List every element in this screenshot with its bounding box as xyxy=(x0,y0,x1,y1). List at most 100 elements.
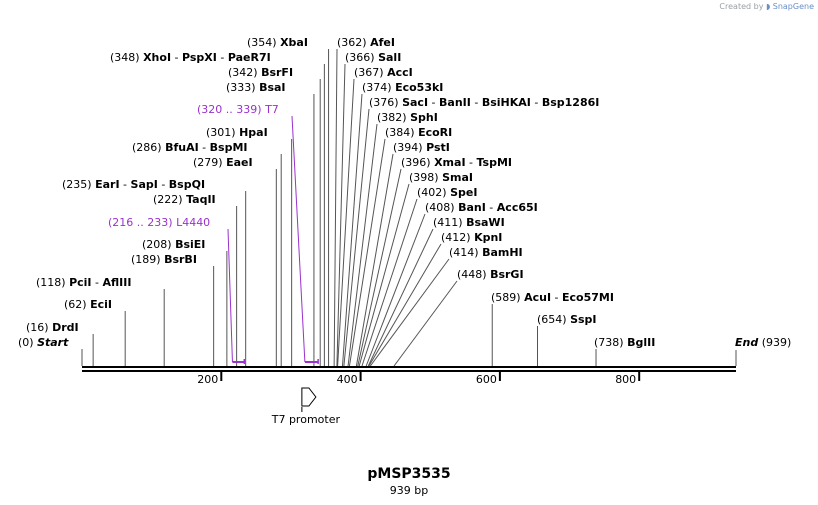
enzyme-ecori: EcoRI xyxy=(418,126,452,139)
site-position: (412) xyxy=(441,231,474,244)
site-label-acui-eco57mi: (589) AcuI - Eco57MI xyxy=(491,291,614,304)
site-position: (384) xyxy=(385,126,418,139)
site-position: (408) xyxy=(425,201,458,214)
snapgene-credit: Created by ◗ SnapGene xyxy=(719,2,814,11)
site-label-bfuai-bspmi: (286) BfuAI - BspMI xyxy=(132,141,248,154)
enzyme-bsihkai: BsiHKAI xyxy=(482,96,531,109)
enzyme-end: End xyxy=(735,336,758,349)
site-label-spei: (402) SpeI xyxy=(417,186,477,199)
site-position: (394) xyxy=(393,141,426,154)
enzyme-pspxi: PspXI xyxy=(182,51,217,64)
site-position: (118) xyxy=(36,276,69,289)
site-position: (62) xyxy=(64,298,90,311)
site-connectors xyxy=(81,48,737,367)
credit-prefix: Created by xyxy=(719,2,764,11)
primer-connector-t7 xyxy=(291,115,306,363)
plasmid-name: pMSP3535 xyxy=(367,466,450,482)
enzyme-kpni: KpnI xyxy=(474,231,502,244)
site-position: (939) xyxy=(758,336,791,349)
enzyme-acci: AccI xyxy=(387,66,413,79)
site-separator: - xyxy=(158,178,169,191)
site-position: (382) xyxy=(377,111,410,124)
connector-374 xyxy=(341,93,363,367)
primer-name: L4440 xyxy=(176,216,210,229)
primer-label-l4440: (216 .. 233) L4440 xyxy=(108,216,210,229)
tick-label-200: 200 xyxy=(197,373,218,386)
enzyme-smai: SmaI xyxy=(442,171,473,184)
site-position: (286) xyxy=(132,141,165,154)
site-position: (354) xyxy=(247,36,280,49)
site-label-sspi: (654) SspI xyxy=(537,313,597,326)
site-label-xbai: (354) XbaI xyxy=(247,36,308,49)
enzyme-bsp1286i: Bsp1286I xyxy=(542,96,600,109)
site-separator: - xyxy=(551,291,562,304)
site-label-eari-sapi-bspqi: (235) EarI - SapI - BspQI xyxy=(62,178,205,191)
site-separator: - xyxy=(428,96,439,109)
site-position: (376) xyxy=(369,96,402,109)
enzyme-acui: AcuI xyxy=(524,291,551,304)
enzyme-bsawi: BsaWI xyxy=(466,216,505,229)
enzyme-bsai: BsaI xyxy=(259,81,285,94)
site-label-hpai: (301) HpaI xyxy=(206,126,268,139)
enzyme-afliii: AflIII xyxy=(103,276,132,289)
site-position: (414) xyxy=(449,246,482,259)
site-label-bsai: (333) BsaI xyxy=(226,81,286,94)
enzyme-xhoi: XhoI xyxy=(143,51,171,64)
site-position: (589) xyxy=(491,291,524,304)
site-label-bsawi: (411) BsaWI xyxy=(433,216,505,229)
connector-412 xyxy=(368,243,442,367)
enzyme-taqii: TaqII xyxy=(186,193,216,206)
site-position: (342) xyxy=(228,66,261,79)
site-position: (411) xyxy=(433,216,466,229)
tick-label-400: 400 xyxy=(337,373,358,386)
primer-range: (216 .. 233) xyxy=(108,216,176,229)
primer-label-t7: (320 .. 339) T7 xyxy=(197,103,279,116)
site-label-bsrgi: (448) BsrGI xyxy=(457,268,524,281)
connector-384 xyxy=(348,138,386,367)
site-position: (396) xyxy=(401,156,434,169)
site-label-end: End (939) xyxy=(735,336,791,349)
site-label-pcii-afliii: (118) PciI - AflIII xyxy=(36,276,131,289)
enzyme-xbai: XbaI xyxy=(280,36,308,49)
connector-408 xyxy=(365,213,426,367)
site-position: (189) xyxy=(131,253,164,266)
connector-362 xyxy=(333,48,338,367)
primer-connector-l4440 xyxy=(227,228,233,363)
plasmid-length: 939 bp xyxy=(390,484,428,497)
enzyme-eaei: EaeI xyxy=(226,156,253,169)
site-label-start: (0) Start xyxy=(18,336,69,349)
site-position: (348) xyxy=(110,51,143,64)
primer-name: T7 xyxy=(264,103,279,116)
tick-label-600: 600 xyxy=(476,373,497,386)
connector-448 xyxy=(393,280,458,367)
site-position: (367) xyxy=(354,66,387,79)
enzyme-bfuai: BfuAI xyxy=(165,141,199,154)
enzyme-xmai: XmaI xyxy=(434,156,465,169)
site-position: (333) xyxy=(226,81,259,94)
site-position: (374) xyxy=(362,81,395,94)
site-separator: - xyxy=(486,201,497,214)
site-label-psti: (394) PstI xyxy=(393,141,450,154)
enzyme-bamhi: BamHI xyxy=(482,246,523,259)
enzyme-bsrgi: BsrGI xyxy=(490,268,523,281)
site-position: (366) xyxy=(345,51,378,64)
enzyme-pcii: PciI xyxy=(69,276,91,289)
site-labels: (0) Start (16) DrdI (62) EciI (118) PciI - … xyxy=(18,36,791,349)
site-position: (654) xyxy=(537,313,570,326)
site-label-bsiei: (208) BsiEI xyxy=(142,238,205,251)
site-label-ecori: (384) EcoRI xyxy=(385,126,452,139)
site-label-kpni: (412) KpnI xyxy=(441,231,502,244)
site-position: (16) xyxy=(26,321,52,334)
enzyme-eco53ki: Eco53kI xyxy=(395,81,443,94)
site-position: (208) xyxy=(142,238,175,251)
site-position: (448) xyxy=(457,268,490,281)
site-label-xmai-tspmi: (396) XmaI - TspMI xyxy=(401,156,512,169)
connector-398 xyxy=(358,183,410,367)
site-label-eaei: (279) EaeI xyxy=(193,156,253,169)
connector-394 xyxy=(355,153,394,367)
enzyme-bsiei: BsiEI xyxy=(175,238,205,251)
enzyme-acc65i: Acc65I xyxy=(497,201,538,214)
site-label-sali: (366) SalI xyxy=(345,51,401,64)
site-position: (222) xyxy=(153,193,186,206)
enzyme-tspmi: TspMI xyxy=(477,156,513,169)
